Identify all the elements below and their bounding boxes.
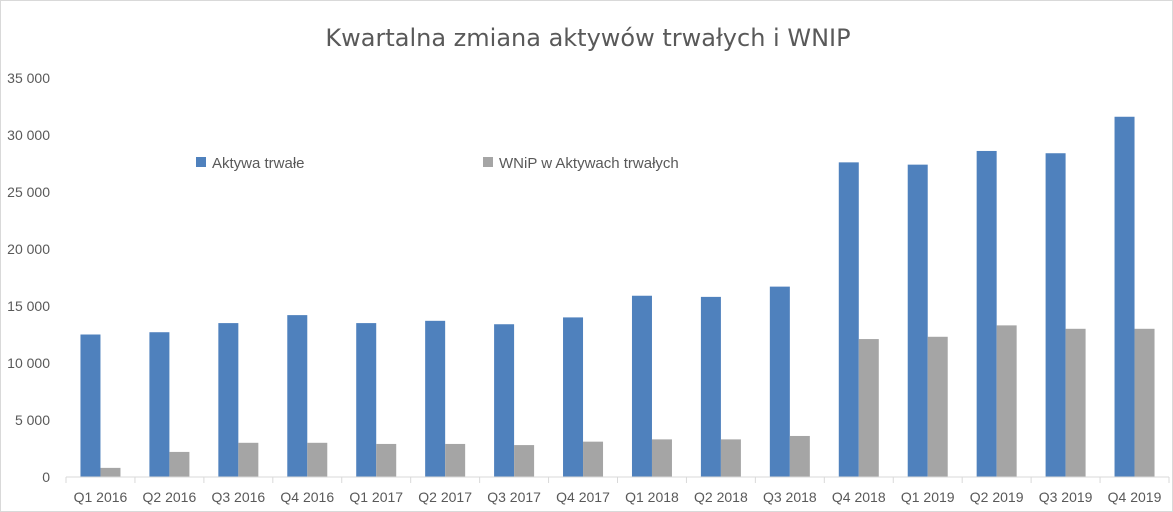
bar-aktywa-trwale xyxy=(1114,116,1135,477)
x-tick-label: Q1 2016 xyxy=(74,489,128,505)
y-tick-label: 25 000 xyxy=(7,184,50,200)
bar-wnip xyxy=(1065,328,1086,477)
bar-aktywa-trwale xyxy=(700,296,721,477)
bar-aktywa-trwale xyxy=(149,332,170,477)
y-tick-label: 5 000 xyxy=(15,412,50,428)
x-tick-label: Q4 2016 xyxy=(280,489,334,505)
bar-aktywa-trwale xyxy=(1045,153,1066,478)
bar-wnip xyxy=(169,451,190,477)
bar-wnip xyxy=(376,443,397,477)
x-tick-label: Q2 2018 xyxy=(694,489,748,505)
bar-wnip xyxy=(789,435,810,477)
y-tick-label: 20 000 xyxy=(7,241,50,257)
x-tick-label: Q1 2019 xyxy=(901,489,955,505)
bar-wnip xyxy=(100,467,121,477)
bar-wnip xyxy=(1134,328,1155,477)
bar-wnip xyxy=(651,439,672,477)
y-tick-label: 10 000 xyxy=(7,355,50,371)
bar-wnip xyxy=(927,336,948,477)
y-tick-label: 30 000 xyxy=(7,127,50,143)
x-axis: Q1 2016 Q2 2016 Q3 2016 Q4 2016 Q1 2017 Q2 20… xyxy=(65,477,1170,505)
bar-aktywa-trwale xyxy=(838,162,859,478)
x-tick-label: Q2 2017 xyxy=(418,489,472,505)
bar-aktywa-trwale xyxy=(425,320,446,477)
legend-swatch-aktywa xyxy=(196,157,206,167)
bar-aktywa-trwale xyxy=(356,323,377,477)
legend: Aktywa trwałe WNiP w Aktywach trwałych xyxy=(196,155,679,172)
y-tick-label: 35 000 xyxy=(7,70,50,86)
x-tick-label: Q2 2016 xyxy=(143,489,197,505)
x-tick-label: Q2 2019 xyxy=(970,489,1024,505)
bars xyxy=(80,116,1155,478)
bar-aktywa-trwale xyxy=(907,164,928,477)
bar-wnip xyxy=(996,325,1017,477)
x-tick-label: Q3 2016 xyxy=(211,489,265,505)
y-tick-label: 0 xyxy=(42,469,50,485)
bar-wnip xyxy=(720,439,741,477)
x-tick-label: Q3 2018 xyxy=(763,489,817,505)
legend-swatch-wnip xyxy=(483,157,493,167)
bar-aktywa-trwale xyxy=(218,323,239,477)
bar-aktywa-trwale xyxy=(631,295,652,477)
bar-aktywa-trwale xyxy=(769,286,790,477)
bar-aktywa-trwale xyxy=(563,317,584,477)
legend-label-aktywa: Aktywa trwałe xyxy=(212,155,305,172)
legend-label-wnip: WNiP w Aktywach trwałych xyxy=(499,155,679,172)
x-tick-label: Q3 2017 xyxy=(487,489,541,505)
bar-aktywa-trwale xyxy=(287,315,308,477)
bar-wnip xyxy=(307,442,328,477)
x-tick-label: Q3 2019 xyxy=(1039,489,1093,505)
bar-aktywa-trwale xyxy=(494,324,515,477)
x-tick-label: Q4 2018 xyxy=(832,489,886,505)
x-tick-label: Q4 2019 xyxy=(1108,489,1162,505)
x-tick-label: Q1 2018 xyxy=(625,489,679,505)
bar-wnip xyxy=(445,443,466,477)
bar-aktywa-trwale xyxy=(976,150,997,477)
y-tick-label: 15 000 xyxy=(7,298,50,314)
bar-wnip xyxy=(238,442,259,477)
bar-wnip xyxy=(583,441,604,477)
chart-title: Kwartalna zmiana aktywów trwałych i WNIP xyxy=(325,24,850,52)
bar-wnip xyxy=(514,445,535,477)
bar-wnip xyxy=(858,339,879,477)
y-axis: 0 5 000 10 000 15 000 20 000 25 000 30 000 35 0… xyxy=(7,70,50,485)
x-tick-label: Q4 2017 xyxy=(556,489,610,505)
x-tick-label: Q1 2017 xyxy=(349,489,403,505)
bar-aktywa-trwale xyxy=(80,334,101,477)
